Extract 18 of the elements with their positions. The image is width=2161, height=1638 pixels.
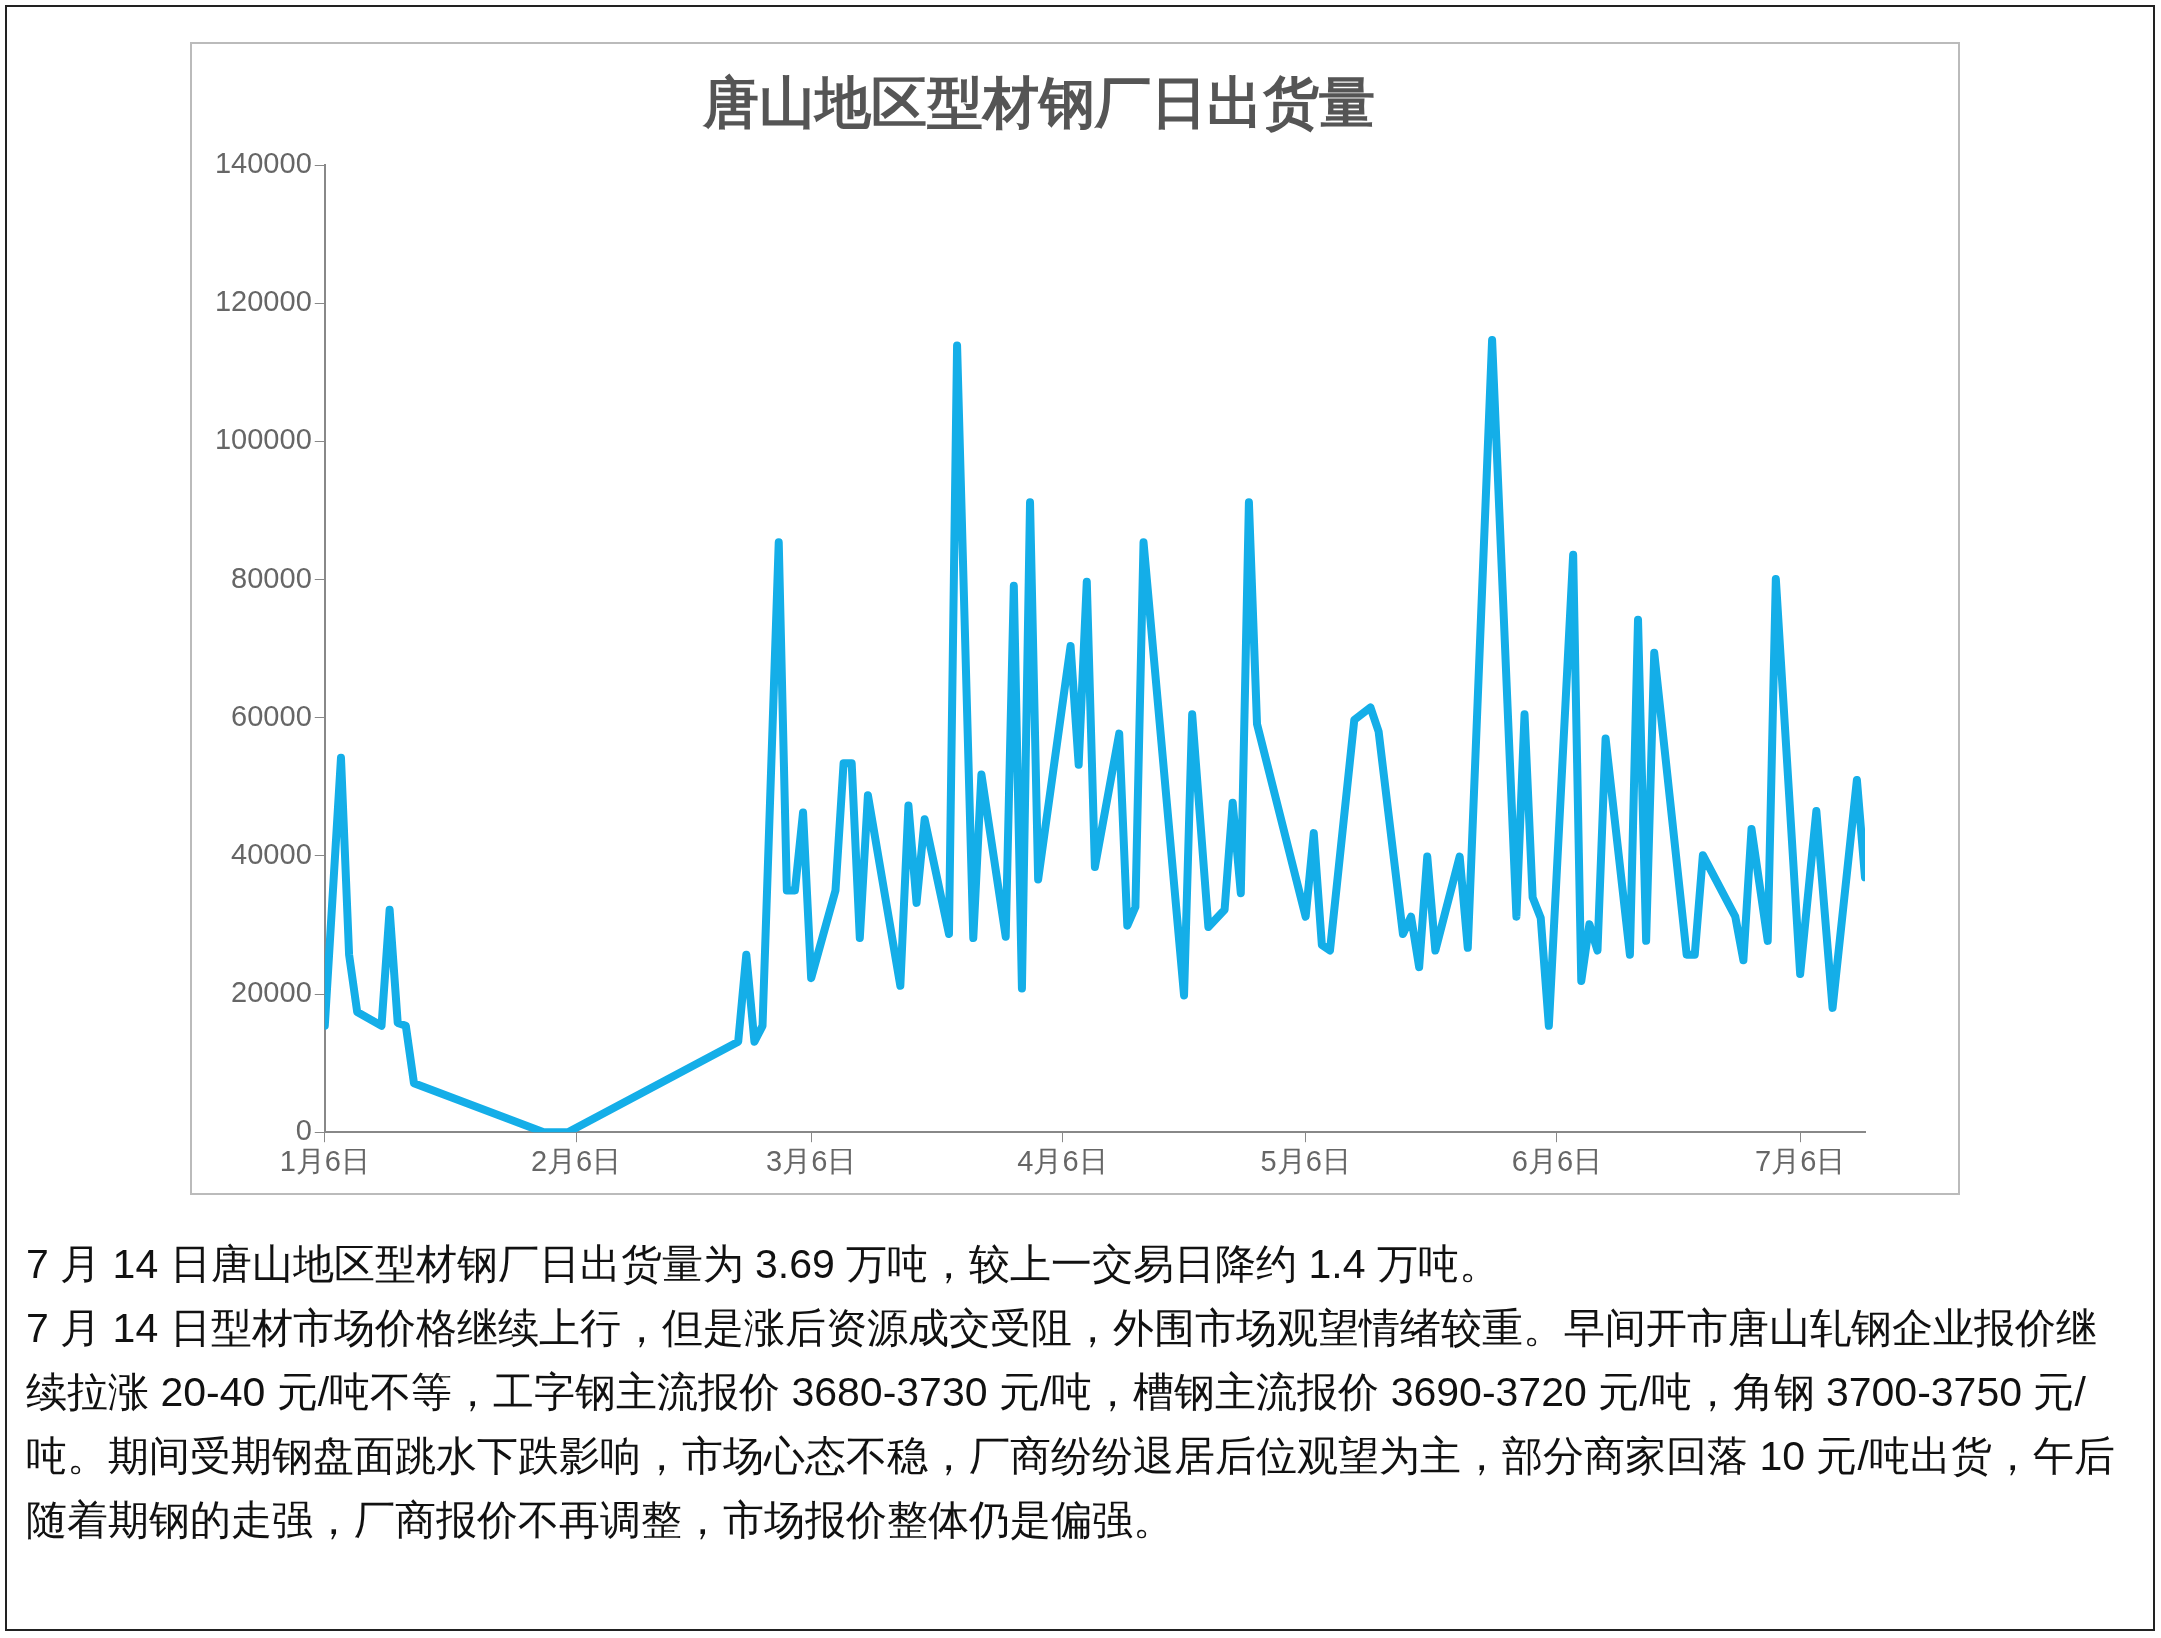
- x-tick-label: 1月6日: [279, 1144, 370, 1177]
- y-tick-label: 100000: [214, 423, 312, 456]
- x-tick-label: 3月6日: [766, 1144, 857, 1177]
- y-tick-label: 60000: [231, 699, 312, 732]
- x-tick-label: 6月6日: [1511, 1144, 1603, 1177]
- y-tick-label: 140000: [214, 147, 312, 180]
- y-tick-label: 120000: [214, 285, 312, 318]
- y-tick-label: 0: [295, 1114, 312, 1147]
- y-tick-label: 40000: [231, 837, 312, 870]
- y-tick-label: 80000: [231, 561, 312, 594]
- x-tick-label: 2月6日: [530, 1144, 622, 1177]
- x-tick-label: 5月6日: [1260, 1144, 1351, 1177]
- x-tick-label: 4月6日: [1017, 1144, 1108, 1177]
- y-tick-label: 20000: [231, 976, 312, 1009]
- x-tick-label: 7月6日: [1755, 1144, 1846, 1177]
- chart-title: 唐山地区型材钢厂日出货量: [701, 72, 1375, 135]
- text: 7 月 14 日型材市场价格继续上行，但是涨后资源成交受阻，外围市场观望情绪较重。早间开市唐山轧钢企业报价继续拉涨 20-40 元/吨不等，工字钢主流报价 3680-3730 元/吨，槽钢主流报价 3690-3720 元/吨，角钢 3700-3750 元/吨。期间受期钢盘面跳水下跌影响，市场心态不稳，厂商纷纷退居后位观望为主，部分商家回落 10 元/吨出货，午后随着期钢的走强，厂商报价不再调整，市场报价整体仍是偏强。: [26, 1304, 2116, 1545]
- text: 7 月 14 日唐山地区型材钢厂日出货量为 3.69 万吨，较上一交易日降约 1.4 万吨。: [26, 1240, 1501, 1289]
